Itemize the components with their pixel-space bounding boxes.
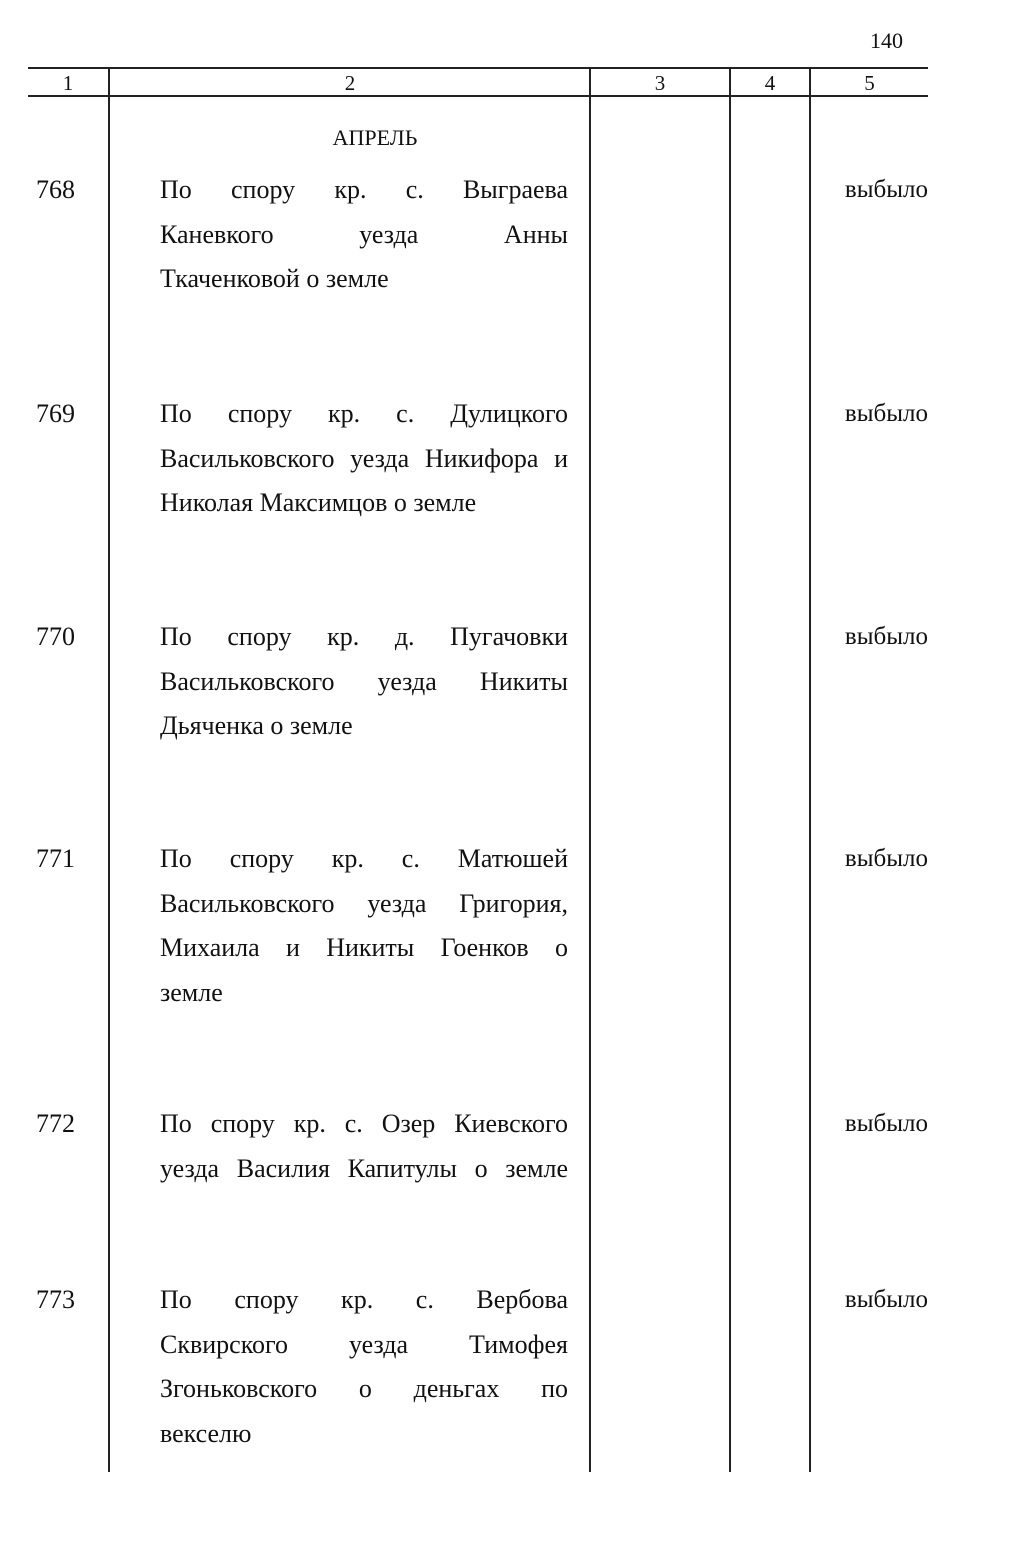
description-line: Ткаченковой о земле	[160, 264, 389, 293]
entry-status: выбыло	[844, 400, 928, 427]
entry-status: выбыло	[844, 1286, 928, 1313]
entry-description: По спору кр. с. Вербова Сквирского уезда…	[160, 1278, 568, 1456]
column-header-2: 2	[344, 71, 356, 95]
description-line: уезда Василия Капитулы о земле	[160, 1153, 568, 1183]
description-line: Васильковского уезда Григория,	[160, 888, 568, 918]
entry-status: выбыло	[844, 1110, 928, 1137]
column-divider	[809, 68, 811, 1472]
column-header-4: 4	[764, 71, 776, 95]
description-line: Сквирского уезда Тимофея	[160, 1329, 568, 1359]
description-line: По спору кр. д. Пугачовки	[160, 622, 568, 651]
description-line: По спору кр. с. Озер Киевского	[160, 1109, 568, 1138]
entry-description: По спору кр. с. Матюшей Васильковского у…	[160, 837, 568, 1015]
description-line: Дьяченка о земле	[160, 711, 353, 740]
table-top-rule	[28, 67, 928, 69]
entry-description: По спору кр. с. Выграева Каневкого уезда…	[160, 168, 568, 302]
description-line: Михаила и Никиты Гоенков о	[160, 933, 568, 962]
entry-status: выбыло	[844, 623, 928, 650]
description-line: земле	[160, 977, 223, 1007]
entry-number: 771	[36, 844, 75, 873]
description-line: Васильковского уезда Никиты	[160, 666, 568, 696]
description-line: векселю	[160, 1418, 252, 1448]
description-line: По спору кр. с. Матюшей	[160, 844, 568, 873]
column-header-5: 5	[864, 71, 875, 95]
entry-number: 769	[36, 399, 75, 428]
column-divider	[108, 68, 110, 1472]
entry-number: 770	[36, 622, 75, 651]
month-heading: АПРЕЛЬ	[332, 125, 418, 150]
column-divider	[589, 68, 591, 1472]
description-line: Николая Максимцов о земле	[160, 488, 477, 517]
description-line: Згоньковского о деньгах по	[160, 1374, 568, 1403]
entry-number: 768	[36, 175, 75, 204]
column-header-1: 1	[62, 71, 74, 95]
description-line: Васильковского уезда Никифора и	[160, 443, 568, 473]
entry-description: По спору кр. д. Пугачовки Васильковского…	[160, 615, 568, 749]
column-header-3: 3	[654, 71, 666, 95]
header-bottom-rule	[28, 95, 928, 97]
entry-status: выбыло	[844, 845, 928, 872]
entry-description: По спору кр. с. Озер Киевского уезда Вас…	[160, 1102, 568, 1191]
page-number: 140	[870, 28, 903, 53]
entry-status: выбыло	[844, 176, 928, 203]
description-line: По спору кр. с. Выграева	[160, 175, 568, 204]
description-line: По спору кр. с. Вербова	[160, 1285, 568, 1314]
entry-number: 772	[36, 1109, 75, 1138]
column-divider	[729, 68, 731, 1472]
entry-description: По спору кр. с. Дулицкого Васильковского…	[160, 392, 568, 526]
entry-number: 773	[36, 1285, 75, 1314]
description-line: Каневкого уезда Анны	[160, 219, 568, 249]
description-line: По спору кр. с. Дулицкого	[160, 399, 568, 428]
